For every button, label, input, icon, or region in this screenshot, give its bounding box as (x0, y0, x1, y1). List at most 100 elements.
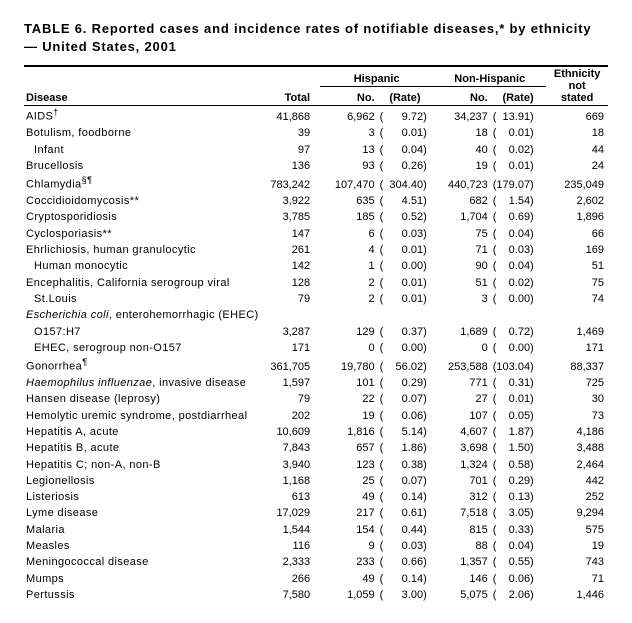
cell-nonhisp-no: 253,588 (433, 356, 490, 375)
cell-hisp-rate: ( 0.00) (377, 340, 434, 356)
col-ethnicity-not-stated: Ethnicity not stated (546, 66, 608, 106)
table-row: Listeriosis61349( 0.14)312( 0.13)252 (24, 489, 608, 505)
cell-nonhisp-no: 1,357 (433, 554, 490, 570)
cell-nonhisp-rate: ( 0.29) (490, 473, 547, 489)
cell-hisp-rate: ( 0.01) (377, 125, 434, 141)
cell-nonhisp-no: 19 (433, 158, 490, 174)
cell-nonhisp-no: 88 (433, 538, 490, 554)
cell-nonhisp-rate: ( 0.69) (490, 209, 547, 225)
table-title: TABLE 6. Reported cases and incidence ra… (24, 20, 608, 55)
cell-total: 142 (258, 258, 320, 274)
cell-disease: EHEC, serogroup non-O157 (24, 340, 258, 356)
cell-hisp-no: 6,962 (320, 106, 377, 125)
cell-nonhisp-no: 701 (433, 473, 490, 489)
cell-disease: Lyme disease (24, 505, 258, 521)
col-total: Total (258, 66, 320, 106)
table-row: Hansen disease (leprosy)7922( 0.07)27( 0… (24, 391, 608, 407)
cell-nonhisp-rate: ( 0.04) (490, 258, 547, 274)
cell-eth-not-stated: 51 (546, 258, 608, 274)
cell-hisp-rate: ( 0.52) (377, 209, 434, 225)
cell-eth-not-stated: 66 (546, 226, 608, 242)
cell-nonhisp-rate: ( 0.02) (490, 275, 547, 291)
cell-hisp-no: 2 (320, 275, 377, 291)
cell-hisp-no: 129 (320, 324, 377, 340)
cell-disease: St.Louis (24, 291, 258, 307)
col-hisp-rate: (Rate) (377, 86, 434, 106)
cell-total: 1,544 (258, 522, 320, 538)
cell-eth-not-stated: 71 (546, 571, 608, 587)
cell-total: 361,705 (258, 356, 320, 375)
cell-hisp-no: 1 (320, 258, 377, 274)
cell-hisp-no: 2 (320, 291, 377, 307)
table-row: Cryptosporidiosis3,785185( 0.52)1,704( 0… (24, 209, 608, 225)
cell-nonhisp-no: 1,324 (433, 457, 490, 473)
table-row: Ehrlichiosis, human granulocytic2614( 0.… (24, 242, 608, 258)
cell-hisp-no: 49 (320, 489, 377, 505)
cell-eth-not-stated: 743 (546, 554, 608, 570)
cell-nonhisp-no: 71 (433, 242, 490, 258)
cell-eth-not-stated: 575 (546, 522, 608, 538)
cell-nonhisp-rate: ( 0.33) (490, 522, 547, 538)
table-row: Hemolytic uremic syndrome, postdiarrheal… (24, 408, 608, 424)
cell-total: 783,242 (258, 174, 320, 193)
cell-nonhisp-rate: ( 0.01) (490, 125, 547, 141)
cell-eth-not-stated: 74 (546, 291, 608, 307)
cell-nonhisp-no (433, 307, 490, 323)
cell-nonhisp-rate: (103.04) (490, 356, 547, 375)
cell-eth-not-stated: 2,464 (546, 457, 608, 473)
cell-hisp-no: 185 (320, 209, 377, 225)
cell-nonhisp-rate: ( 0.13) (490, 489, 547, 505)
cell-eth-not-stated: 1,896 (546, 209, 608, 225)
cell-total: 3,940 (258, 457, 320, 473)
cell-nonhisp-no: 3,698 (433, 440, 490, 456)
cell-total: 2,333 (258, 554, 320, 570)
cell-hisp-no: 22 (320, 391, 377, 407)
cell-eth-not-stated: 30 (546, 391, 608, 407)
cell-hisp-no: 3 (320, 125, 377, 141)
cell-hisp-no: 107,470 (320, 174, 377, 193)
cell-eth-not-stated: 44 (546, 142, 608, 158)
cell-disease: Legionellosis (24, 473, 258, 489)
cell-eth-not-stated: 24 (546, 158, 608, 174)
table-row: Hepatitis B, acute7,843657( 1.86)3,698( … (24, 440, 608, 456)
cell-total (258, 307, 320, 323)
cell-hisp-rate: ( 0.01) (377, 275, 434, 291)
cell-hisp-no: 4 (320, 242, 377, 258)
table-row: Measles1169( 0.03)88( 0.04)19 (24, 538, 608, 554)
cell-hisp-rate: ( 56.02) (377, 356, 434, 375)
cell-eth-not-stated: 9,294 (546, 505, 608, 521)
cell-disease: Haemophilus influenzae, invasive disease (24, 375, 258, 391)
cell-total: 7,580 (258, 587, 320, 603)
col-nonhispanic: Non-Hispanic (433, 66, 546, 86)
cell-total: 39 (258, 125, 320, 141)
table-row: Encephalitis, California serogroup viral… (24, 275, 608, 291)
cell-nonhisp-rate: ( 0.05) (490, 408, 547, 424)
cell-nonhisp-no: 815 (433, 522, 490, 538)
cell-nonhisp-no: 27 (433, 391, 490, 407)
col-nonhisp-rate: (Rate) (490, 86, 547, 106)
cell-total: 266 (258, 571, 320, 587)
cell-nonhisp-rate: ( 0.04) (490, 226, 547, 242)
table-row: Cyclosporiasis**1476( 0.03)75( 0.04)66 (24, 226, 608, 242)
cell-nonhisp-rate: ( 0.01) (490, 391, 547, 407)
cell-nonhisp-no: 312 (433, 489, 490, 505)
cell-disease: Malaria (24, 522, 258, 538)
cell-total: 3,287 (258, 324, 320, 340)
table-row: Infant9713( 0.04)40( 0.02)44 (24, 142, 608, 158)
cell-disease: Hansen disease (leprosy) (24, 391, 258, 407)
cell-disease: Cryptosporidiosis (24, 209, 258, 225)
cell-disease: Coccidioidomycosis** (24, 193, 258, 209)
cell-hisp-no: 13 (320, 142, 377, 158)
cell-nonhisp-rate: ( 0.00) (490, 340, 547, 356)
table-row: Legionellosis1,16825( 0.07)701( 0.29)442 (24, 473, 608, 489)
cell-nonhisp-no: 51 (433, 275, 490, 291)
cell-nonhisp-rate: ( 2.06) (490, 587, 547, 603)
cell-eth-not-stated: 169 (546, 242, 608, 258)
table-row: AIDS†41,8686,962( 9.72)34,237( 13.91)669 (24, 106, 608, 125)
table-row: Hepatitis A, acute10,6091,816( 5.14)4,60… (24, 424, 608, 440)
cell-disease: Hepatitis B, acute (24, 440, 258, 456)
table-row: Haemophilus influenzae, invasive disease… (24, 375, 608, 391)
table-row: St.Louis792( 0.01)3( 0.00)74 (24, 291, 608, 307)
table-row: Chlamydia§¶783,242107,470( 304.40)440,72… (24, 174, 608, 193)
cell-eth-not-stated: 73 (546, 408, 608, 424)
